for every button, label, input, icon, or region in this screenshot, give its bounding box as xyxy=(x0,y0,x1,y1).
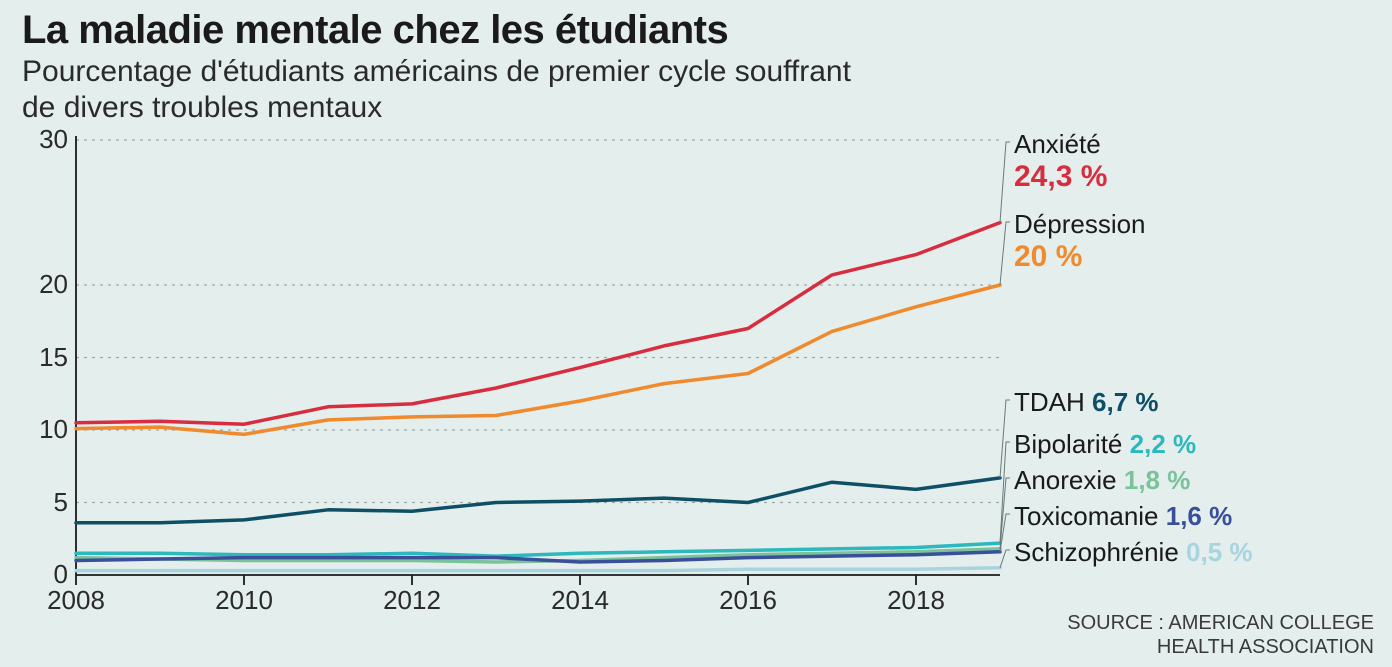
series-label: Anxiété24,3 % xyxy=(1014,130,1107,194)
series-label: Anorexie 1,8 % xyxy=(1014,466,1190,496)
y-tick-label: 30 xyxy=(18,124,68,155)
chart-source: SOURCE : AMERICAN COLLEGEHEALTH ASSOCIAT… xyxy=(1067,611,1374,659)
x-tick-label: 2018 xyxy=(876,585,956,616)
y-tick-label: 15 xyxy=(18,342,68,373)
series-label: Toxicomanie 1,6 % xyxy=(1014,502,1232,532)
x-tick-label: 2010 xyxy=(204,585,284,616)
x-tick-label: 2016 xyxy=(708,585,788,616)
series-label: Dépression20 % xyxy=(1014,210,1146,274)
x-tick-label: 2014 xyxy=(540,585,620,616)
series-label: Bipolarité 2,2 % xyxy=(1014,430,1196,460)
y-tick-label: 5 xyxy=(18,487,68,518)
x-tick-label: 2008 xyxy=(36,585,116,616)
y-tick-label: 20 xyxy=(18,269,68,300)
series-label: Schizophrénie 0,5 % xyxy=(1014,538,1253,568)
series-label: TDAH 6,7 % xyxy=(1014,388,1159,418)
x-tick-label: 2012 xyxy=(372,585,452,616)
y-tick-label: 10 xyxy=(18,414,68,445)
